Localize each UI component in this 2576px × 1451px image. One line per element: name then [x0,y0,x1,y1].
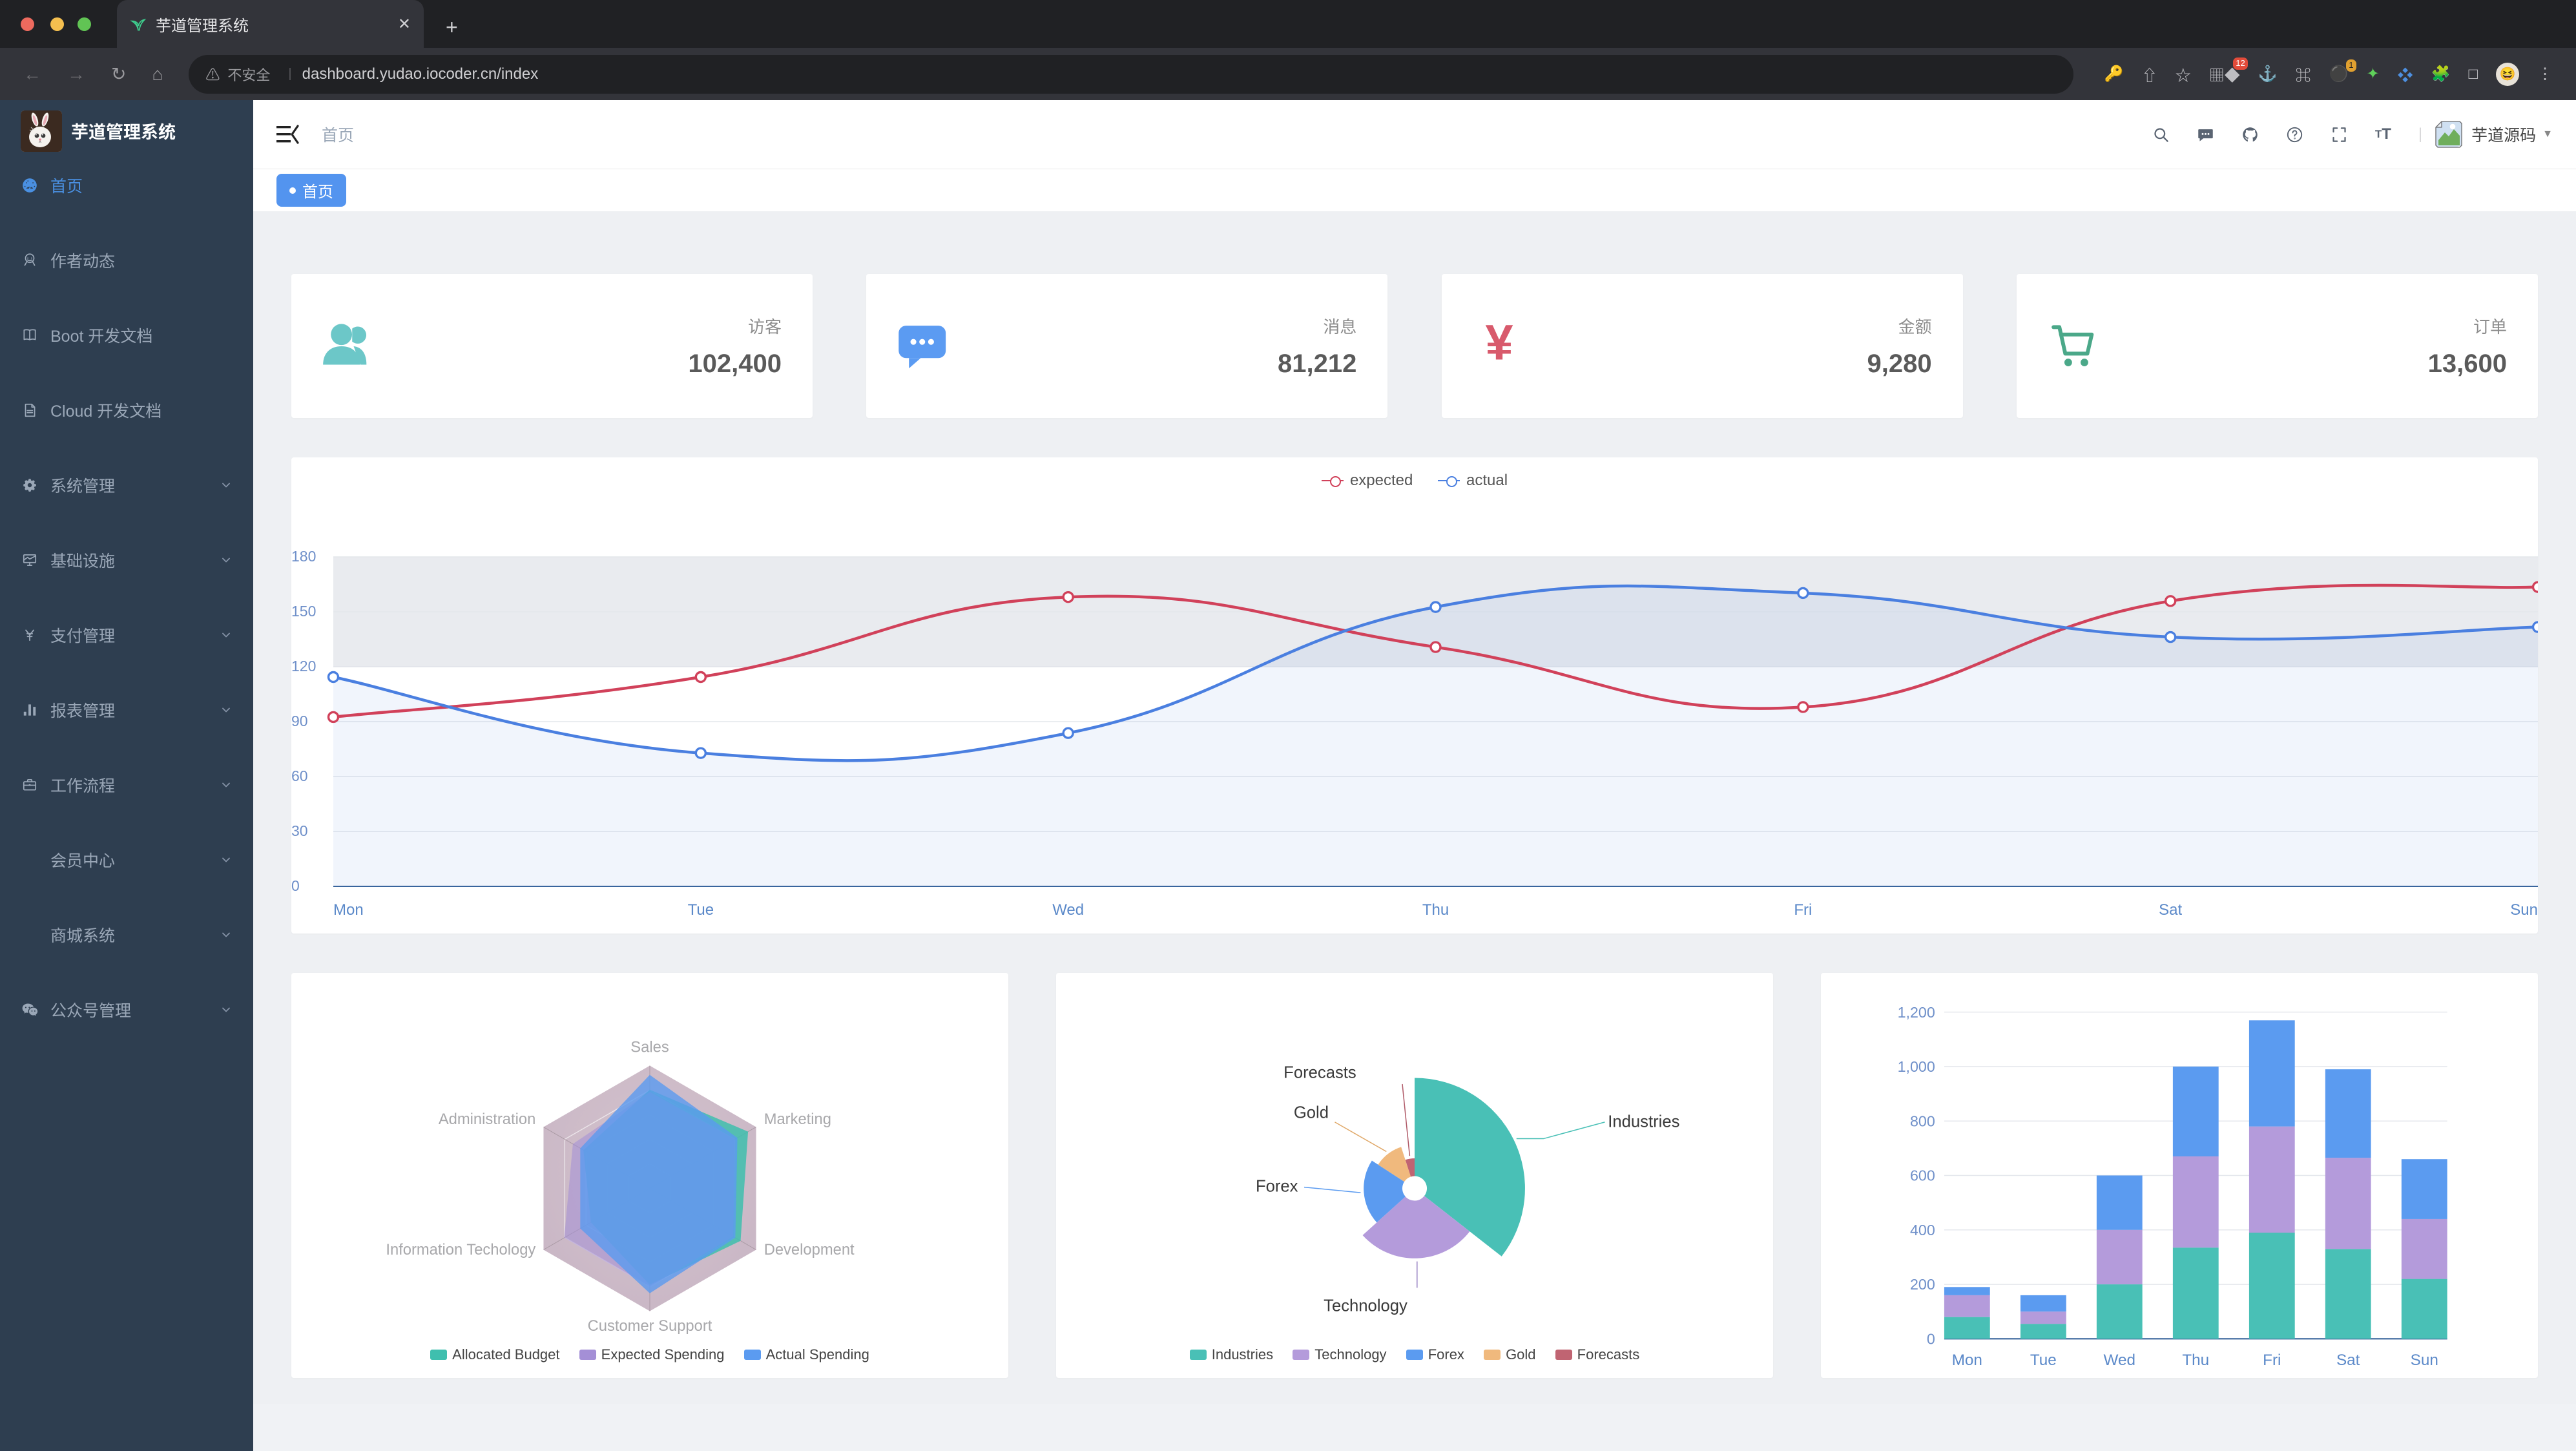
svg-text:Sales: Sales [630,1039,669,1056]
svg-text:Marketing: Marketing [764,1111,831,1128]
svg-text:60: 60 [291,767,308,784]
svg-text:400: 400 [1910,1222,1935,1238]
svg-text:1,000: 1,000 [1898,1058,1935,1075]
svg-text:Mon: Mon [1952,1352,1982,1369]
svg-text:Wed: Wed [1052,901,1084,917]
svg-text:Technology: Technology [1324,1297,1407,1315]
svg-text:¥: ¥ [1485,320,1513,371]
svg-text:Development: Development [764,1241,855,1258]
svg-text:120: 120 [291,658,316,674]
svg-text:180: 180 [291,548,316,565]
svg-text:150: 150 [291,603,316,620]
svg-text:1,200: 1,200 [1898,1004,1935,1021]
svg-text:Sun: Sun [2411,1352,2438,1369]
svg-text:Information Techology: Information Techology [386,1241,535,1258]
svg-text:Sat: Sat [2336,1352,2360,1369]
svg-text:30: 30 [291,822,308,839]
svg-text:600: 600 [1910,1167,1935,1184]
svg-text:Fri: Fri [2263,1352,2281,1369]
svg-text:Administration: Administration [439,1111,535,1128]
svg-text:0: 0 [291,877,300,894]
svg-text:Tue: Tue [688,901,714,917]
svg-text:Forecasts: Forecasts [1283,1064,1356,1082]
svg-text:90: 90 [291,713,308,729]
svg-text:Sat: Sat [2159,901,2182,917]
svg-text:0: 0 [1927,1330,1935,1347]
svg-text:Wed: Wed [2104,1352,2135,1369]
svg-text:Forex: Forex [1256,1177,1298,1195]
svg-text:Sun: Sun [2510,901,2538,917]
svg-text:Mon: Mon [333,901,364,917]
svg-text:Customer Support: Customer Support [588,1317,712,1335]
svg-text:Thu: Thu [1422,901,1449,917]
svg-text:Industries: Industries [1608,1113,1679,1131]
svg-text:Tue: Tue [2030,1352,2057,1369]
svg-text:Gold: Gold [1294,1103,1329,1122]
svg-text:200: 200 [1910,1276,1935,1293]
svg-text:800: 800 [1910,1112,1935,1129]
svg-text:Fri: Fri [1794,901,1812,917]
svg-text:Thu: Thu [2182,1352,2209,1369]
